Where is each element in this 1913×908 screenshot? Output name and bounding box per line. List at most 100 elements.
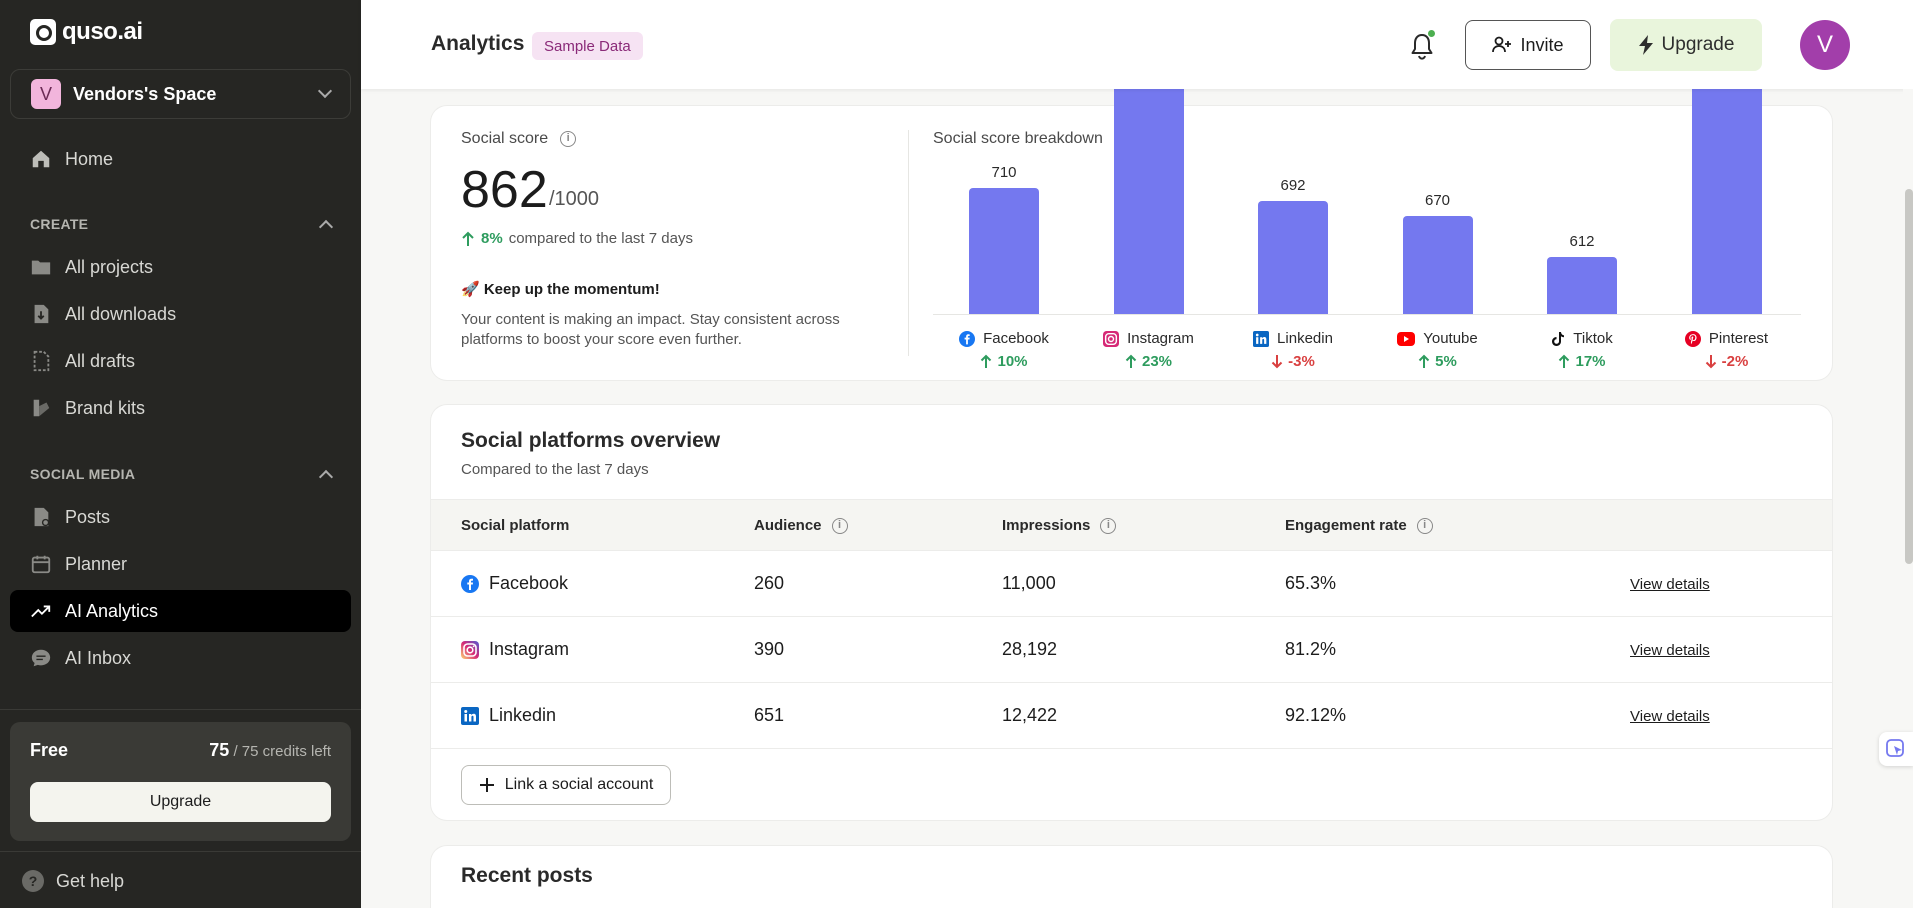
sidebar-item-ai-analytics[interactable]: AI Analytics [10,590,351,632]
social-score-label: Social score [461,130,549,147]
info-icon[interactable]: i [1416,517,1433,534]
chart-bar-linkedin[interactable] [1258,201,1328,314]
view-details-link[interactable]: View details [1630,708,1710,725]
brand-name: quso.ai [62,18,143,45]
view-details-link[interactable]: View details [1630,642,1710,659]
info-icon[interactable]: i [831,517,848,534]
sidebar-divider [0,709,361,710]
chevron-down-icon [317,83,333,99]
youtube-icon [1397,331,1416,346]
sidebar-upgrade-button[interactable]: Upgrade [30,782,331,822]
column-header-impressions: Impressions i [1002,517,1117,534]
chart-category-label: Instagram [1077,330,1221,347]
sidebar-item-ai-inbox[interactable]: AI Inbox [10,637,351,679]
chart-change-value: 10% [997,353,1028,370]
invite-button[interactable]: Invite [1465,20,1591,70]
quso-logo[interactable]: quso.ai [30,18,143,46]
social-score-value: 862 [461,161,548,219]
column-header-engagement: Engagement rate i [1285,517,1433,534]
column-label: Engagement rate [1285,517,1407,534]
score-breakdown-chart: 710Facebook10%890Instagram23%692Linkedin… [932,0,1801,386]
info-icon[interactable]: i [560,131,577,147]
social-score-card: Social score i 862 /1000 8% compared to … [431,0,1832,380]
linkedin-icon [1253,330,1270,347]
user-avatar[interactable]: V [1800,20,1850,70]
chart-category-facebook: Facebook 10% [932,330,1076,370]
engagement-cell: 65.3% [1285,573,1337,593]
platform-name: Instagram [489,639,570,659]
sidebar-item-all-projects[interactable]: All projects [10,246,351,288]
score-comparison: 8% compared to the last 7 days [461,230,693,247]
pinterest-icon [1684,330,1701,347]
help-label: Get help [56,870,125,891]
column-label: Audience [754,517,822,534]
chart-category-instagram: Instagram 23% [1077,330,1221,370]
facebook-icon [461,574,479,593]
social-score-max: /1000 [549,188,600,210]
recent-posts-title: Recent posts [461,864,593,887]
chart-bar-youtube[interactable] [1402,216,1473,314]
folder-icon [30,256,52,278]
sidebar-divider [0,851,361,852]
draft-icon [30,350,52,372]
social-media-section-header[interactable]: SOCIAL MEDIA [30,466,334,485]
chart-tick-label: Pinterest [1708,330,1769,347]
chart-bar-tiktok[interactable] [1547,257,1617,314]
platform-name: Facebook [489,573,569,593]
arrow-up-icon [1125,354,1137,369]
add-user-icon [1492,36,1512,53]
info-icon[interactable]: i [1100,517,1117,534]
sidebar-item-label: Posts [65,506,111,527]
posts-icon [30,506,52,528]
linkedin-icon [461,706,479,725]
scroll-thumb[interactable] [1905,189,1913,564]
chart-value-label: 612 [1569,233,1595,250]
sidebar-item-label: Home [65,148,114,169]
chart-value-label: 710 [991,164,1017,181]
column-header-platform: Social platform [461,517,569,534]
platform-cell: Linkedin [461,705,556,726]
impressions-cell: 12,422 [1002,705,1058,725]
header-upgrade-button[interactable]: Upgrade [1610,19,1762,71]
impressions-cell: 11,000 [1002,573,1056,593]
sidebar-item-all-downloads[interactable]: All downloads [10,293,351,335]
brand-kit-icon [30,397,52,419]
link-social-account-button[interactable]: Link a social account [461,765,671,805]
chart-category-pinterest: Pinterest -2% [1655,330,1799,370]
credits-count: 75 [209,740,230,760]
floating-assistant-button[interactable] [1879,732,1913,766]
chart-change-label: 23% [1077,353,1221,370]
notifications-button[interactable] [1408,30,1436,62]
main-scrollbar[interactable] [1903,89,1913,908]
space-switcher[interactable]: V Vendors's Space [10,69,351,119]
breakdown-title: Social score breakdown [933,130,1103,147]
chevron-up-icon [318,219,334,235]
view-details-link[interactable]: View details [1630,576,1710,593]
page-title: Analytics [431,32,525,55]
sidebar-item-planner[interactable]: Planner [10,543,351,585]
chart-category-label: Tiktok [1510,330,1654,347]
chart-bar-instagram[interactable] [1113,62,1184,314]
space-avatar: V [31,79,61,109]
sidebar-item-label: All downloads [65,303,177,324]
chart-change-value: -3% [1288,353,1315,370]
space-name: Vendors's Space [73,83,217,104]
sidebar-item-brand-kits[interactable]: Brand kits [10,387,351,429]
chart-category-label: Linkedin [1221,330,1365,347]
platforms-overview-subtitle: Compared to the last 7 days [461,461,649,478]
column-header-audience: Audience i [754,517,848,534]
arrow-up-icon [462,231,474,246]
get-help-link[interactable]: ? Get help [22,870,124,892]
momentum-text: Your content is making an impact. Stay c… [461,311,840,348]
create-section-header[interactable]: CREATE [30,216,334,235]
home-icon [30,148,52,170]
sidebar-item-all-drafts[interactable]: All drafts [10,340,351,382]
chart-change-value: 17% [1575,353,1606,370]
credits-left: 75 / 75 credits left [209,740,331,761]
sidebar-item-posts[interactable]: Posts [10,496,351,538]
sidebar-item-home[interactable]: Home [10,138,351,180]
chart-bar-facebook[interactable] [969,188,1039,314]
help-icon: ? [22,870,44,892]
column-label: Impressions [1002,517,1091,534]
chart-category-label: Pinterest [1655,330,1799,347]
